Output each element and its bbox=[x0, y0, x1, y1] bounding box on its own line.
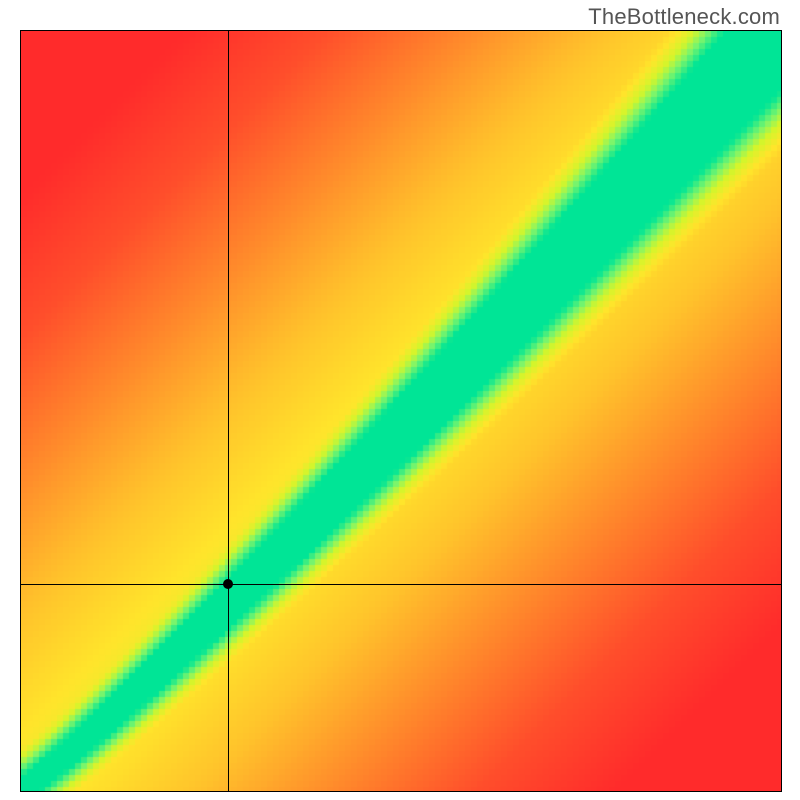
heatmap-canvas bbox=[21, 31, 781, 791]
watermark-text: TheBottleneck.com bbox=[588, 4, 780, 30]
crosshair-horizontal bbox=[21, 584, 781, 585]
heatmap-plot bbox=[20, 30, 782, 792]
data-point-marker bbox=[223, 579, 233, 589]
crosshair-vertical bbox=[228, 31, 229, 791]
